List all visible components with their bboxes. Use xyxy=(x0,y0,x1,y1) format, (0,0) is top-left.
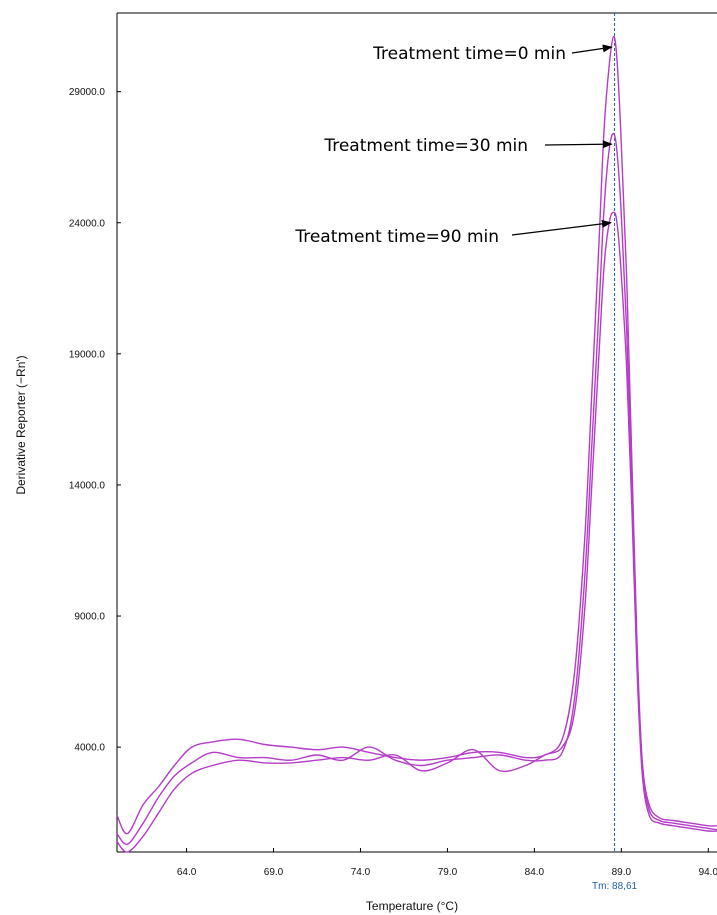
annotation-arrow xyxy=(571,44,613,54)
x-tick-label: 94.0 xyxy=(699,867,717,878)
x-axis-title: Temperature (°C) xyxy=(366,899,458,913)
x-tick-label: 69.0 xyxy=(264,867,284,878)
y-tick-label: 19000.0 xyxy=(69,349,106,360)
x-tick-label: 74.0 xyxy=(351,867,371,878)
annotation-arrow xyxy=(544,140,613,149)
series-group xyxy=(116,35,717,853)
x-tick-label: 64.0 xyxy=(177,867,197,878)
y-tick-label: 4000.0 xyxy=(74,743,105,754)
plot-area xyxy=(116,12,717,853)
y-axis-ticks: 4000.0 9000.0 14000.0 19000.0 24000.0 29000.0 xyxy=(69,87,121,754)
y-axis-title: Derivative Reporter (−Rn') xyxy=(14,355,28,494)
x-tick-label: 89.0 xyxy=(612,867,632,878)
y-tick-label: 29000.0 xyxy=(69,87,106,98)
y-tick-label: 24000.0 xyxy=(69,218,106,229)
tm-label: Tm: 88,61 xyxy=(592,881,637,892)
annotations-group: Treatment time=0 min Treatment time=30 mi… xyxy=(294,44,613,247)
x-tick-label: 84.0 xyxy=(525,867,545,878)
y-tick-label: 9000.0 xyxy=(74,612,105,623)
series-line-2 xyxy=(116,211,717,853)
annotation-label: Treatment time=0 min xyxy=(372,44,566,64)
x-tick-label: 79.0 xyxy=(438,867,458,878)
y-tick-label: 14000.0 xyxy=(69,480,106,491)
annotation-label: Treatment time=30 min xyxy=(323,136,528,156)
annotation-label: Treatment time=90 min xyxy=(294,227,499,247)
x-axis-ticks: 64.0 69.0 74.0 79.0 84.0 89.0 94.0 xyxy=(177,848,717,878)
annotation-arrow xyxy=(511,219,612,236)
